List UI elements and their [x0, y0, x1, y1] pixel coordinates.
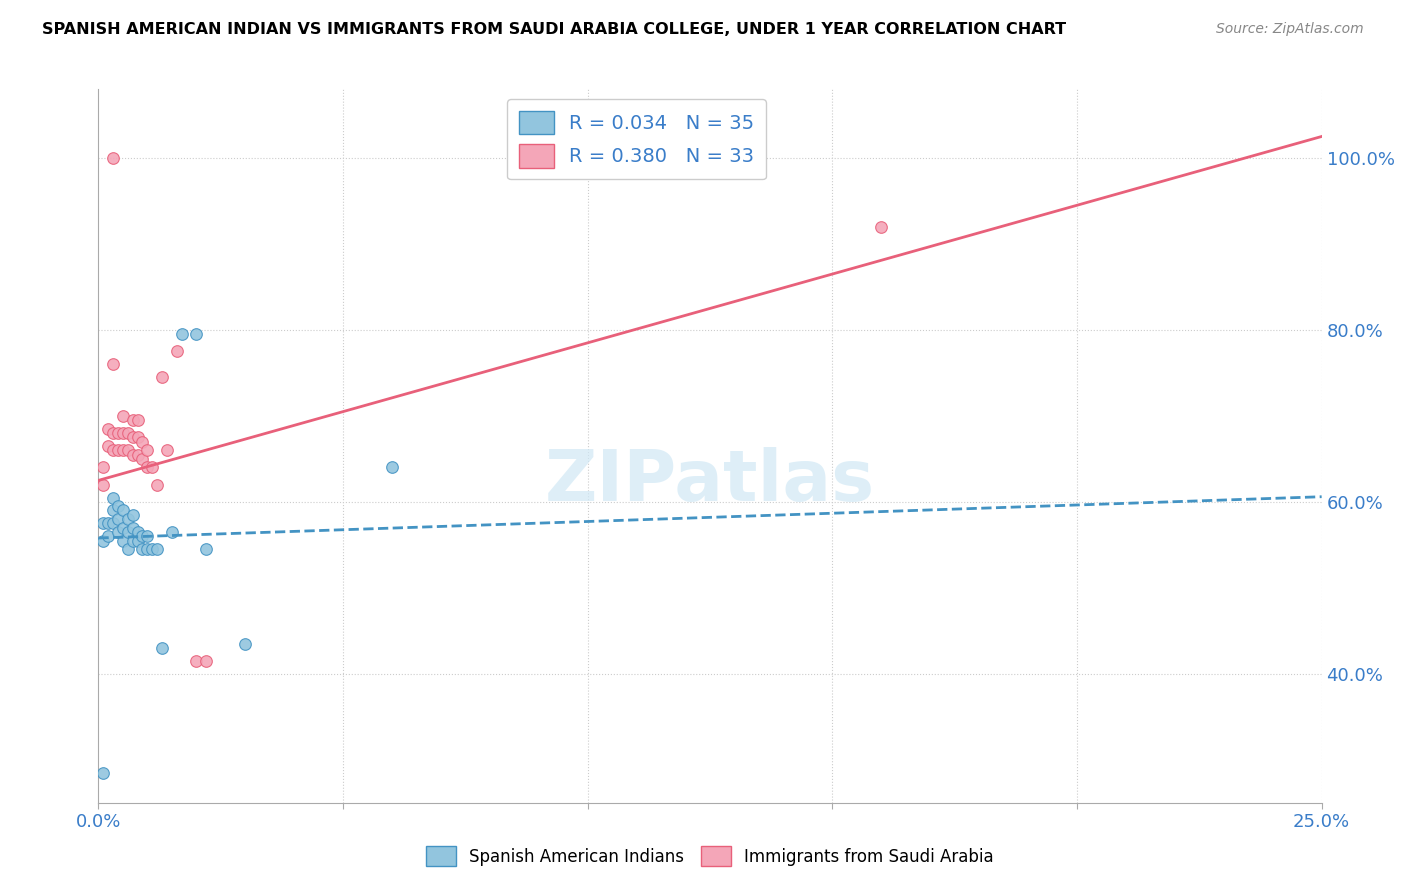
Point [117, 443, 139, 458]
Point [117, 542, 139, 557]
Point [156, 443, 179, 458]
Point [111, 426, 134, 441]
Point [127, 533, 149, 548]
Point [91, 477, 114, 491]
Point [127, 430, 149, 444]
Point [131, 529, 153, 543]
Point [117, 512, 139, 526]
Point [121, 430, 143, 444]
Point [117, 524, 139, 539]
Point [97, 529, 120, 543]
Point [141, 460, 163, 475]
Point [107, 443, 129, 458]
Point [101, 503, 124, 517]
Point [121, 533, 143, 548]
Point [186, 654, 208, 668]
Point [127, 524, 149, 539]
Point [121, 508, 143, 522]
Point [107, 512, 129, 526]
Point [131, 451, 153, 466]
Point [141, 542, 163, 557]
Point [101, 357, 124, 371]
Point [111, 503, 134, 517]
Point [166, 344, 188, 359]
Point [233, 637, 256, 651]
Point [97, 422, 120, 436]
Point [136, 529, 159, 543]
Point [97, 516, 120, 531]
Point [381, 460, 404, 475]
Point [101, 516, 124, 531]
Point [101, 426, 124, 441]
Point [136, 460, 159, 475]
Point [91, 460, 114, 475]
Text: Source: ZipAtlas.com: Source: ZipAtlas.com [1216, 22, 1364, 37]
Point [111, 443, 134, 458]
Point [101, 443, 124, 458]
Point [111, 409, 134, 423]
Point [160, 524, 183, 539]
Point [170, 327, 193, 342]
Point [146, 477, 169, 491]
Text: SPANISH AMERICAN INDIAN VS IMMIGRANTS FROM SAUDI ARABIA COLLEGE, UNDER 1 YEAR CO: SPANISH AMERICAN INDIAN VS IMMIGRANTS FR… [42, 22, 1066, 37]
Point [101, 151, 124, 165]
Point [107, 426, 129, 441]
Point [107, 499, 129, 513]
Point [101, 491, 124, 505]
Point [136, 542, 159, 557]
Point [97, 439, 120, 453]
Point [150, 641, 173, 656]
Point [131, 542, 153, 557]
Text: ZIPatlas: ZIPatlas [546, 447, 875, 516]
Point [195, 542, 218, 557]
Point [91, 533, 114, 548]
Point [121, 448, 143, 462]
Point [870, 219, 893, 234]
Point [186, 327, 208, 342]
Point [107, 524, 129, 539]
Point [121, 413, 143, 427]
Point [111, 533, 134, 548]
Point [146, 542, 169, 557]
Point [136, 443, 159, 458]
Point [127, 448, 149, 462]
Point [131, 434, 153, 449]
Point [117, 426, 139, 441]
Point [127, 413, 149, 427]
Point [195, 654, 218, 668]
Point [121, 521, 143, 535]
Point [91, 765, 114, 780]
Legend: Spanish American Indians, Immigrants from Saudi Arabia: Spanish American Indians, Immigrants fro… [419, 839, 1001, 873]
Point [150, 370, 173, 384]
Point [111, 521, 134, 535]
Point [91, 516, 114, 531]
